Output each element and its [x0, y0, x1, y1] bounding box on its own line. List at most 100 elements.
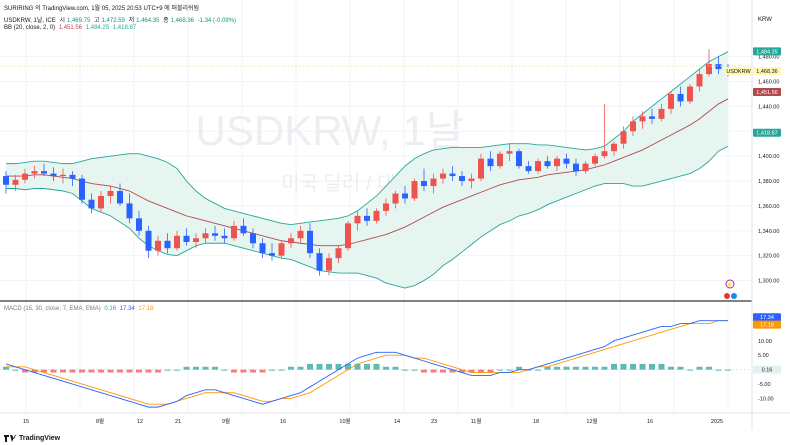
macd-histogram-bar[interactable]	[620, 363, 627, 370]
candle[interactable]	[392, 191, 399, 209]
macd-histogram-bar[interactable]	[259, 369, 266, 373]
candle-body[interactable]	[288, 238, 294, 244]
candle[interactable]	[630, 116, 636, 137]
candle-body[interactable]	[98, 195, 104, 209]
candle[interactable]	[60, 168, 66, 184]
macd-histogram-bar[interactable]	[440, 369, 446, 373]
candle-body[interactable]	[69, 174, 76, 179]
candle-body[interactable]	[620, 131, 627, 144]
macd-histogram-bar[interactable]	[174, 369, 180, 371]
candle-body[interactable]	[563, 158, 570, 164]
candle[interactable]	[145, 225, 152, 259]
candle-body[interactable]	[582, 163, 589, 172]
macd-histogram-bar[interactable]	[430, 369, 437, 373]
candle[interactable]	[269, 243, 275, 261]
candle-body[interactable]	[525, 166, 532, 172]
macd-histogram-bar[interactable]	[117, 369, 123, 373]
candle-body[interactable]	[440, 173, 446, 179]
candle-body[interactable]	[649, 116, 655, 119]
candle-body[interactable]	[240, 225, 247, 234]
macd-histogram-bar[interactable]	[221, 369, 228, 371]
candle-body[interactable]	[544, 161, 551, 167]
macd-histogram-bar[interactable]	[278, 369, 285, 371]
candle-body[interactable]	[421, 181, 427, 187]
macd-histogram-bar[interactable]	[3, 366, 9, 370]
candle-body[interactable]	[193, 238, 199, 242]
candle-body[interactable]	[183, 235, 190, 242]
candle-body[interactable]	[60, 174, 66, 177]
macd-histogram-bar[interactable]	[183, 366, 190, 370]
candle-body[interactable]	[41, 171, 47, 174]
candle[interactable]	[677, 86, 684, 107]
candle[interactable]	[31, 166, 38, 179]
candle[interactable]	[668, 91, 674, 114]
candle-body[interactable]	[231, 225, 237, 239]
candle-body[interactable]	[354, 215, 361, 224]
macd-histogram-bar[interactable]	[12, 369, 19, 371]
macd-histogram-bar[interactable]	[468, 369, 475, 373]
candle[interactable]	[649, 108, 655, 124]
macd-histogram-bar[interactable]	[212, 366, 218, 370]
candle[interactable]	[554, 156, 560, 172]
candle-body[interactable]	[430, 178, 437, 187]
candle-body[interactable]	[155, 240, 161, 251]
candle[interactable]	[250, 228, 256, 249]
candle[interactable]	[440, 168, 446, 184]
candle[interactable]	[155, 235, 161, 256]
macd-histogram-bar[interactable]	[563, 366, 570, 370]
candle[interactable]	[136, 210, 142, 236]
candle[interactable]	[107, 186, 114, 204]
candle-body[interactable]	[487, 158, 494, 167]
macd-histogram-bar[interactable]	[573, 366, 579, 370]
candle-body[interactable]	[126, 203, 133, 219]
candle-body[interactable]	[107, 191, 114, 196]
macd-histogram-bar[interactable]	[725, 369, 731, 371]
macd-histogram-bar[interactable]	[459, 369, 465, 373]
macd-histogram-bar[interactable]	[402, 369, 408, 371]
macd-histogram-bar[interactable]	[535, 369, 541, 371]
candle[interactable]	[402, 186, 408, 204]
candle-body[interactable]	[554, 158, 560, 167]
candle[interactable]	[430, 173, 437, 194]
candle[interactable]	[544, 156, 551, 169]
macd-histogram-bar[interactable]	[41, 369, 47, 373]
candle-body[interactable]	[335, 248, 342, 259]
candle-body[interactable]	[392, 193, 399, 204]
macd-histogram-bar[interactable]	[392, 366, 399, 370]
macd-histogram-bar[interactable]	[582, 366, 589, 370]
candle[interactable]	[373, 208, 380, 224]
candle[interactable]	[50, 167, 57, 182]
macd-histogram-bar[interactable]	[69, 369, 76, 373]
candle[interactable]	[240, 218, 247, 236]
candle-body[interactable]	[326, 258, 332, 271]
candle-body[interactable]	[12, 179, 19, 185]
macd-histogram-bar[interactable]	[715, 369, 722, 371]
candle[interactable]	[202, 228, 209, 244]
candle[interactable]	[354, 210, 361, 231]
macd-histogram-bar[interactable]	[497, 369, 503, 371]
flag-event-icon[interactable]	[724, 293, 730, 299]
macd-histogram-bar[interactable]	[326, 363, 332, 370]
candle[interactable]	[174, 230, 180, 251]
macd-histogram-bar[interactable]	[31, 369, 38, 373]
macd-histogram-bar[interactable]	[554, 366, 560, 370]
candle[interactable]	[601, 103, 608, 159]
candle-body[interactable]	[212, 233, 218, 236]
candle-body[interactable]	[383, 203, 389, 211]
candle[interactable]	[620, 126, 627, 149]
candle[interactable]	[468, 173, 475, 189]
candle[interactable]	[297, 225, 304, 244]
bb-legend[interactable]: BB (20, close, 2, 0) 1,451.56 1,484.25 1…	[4, 25, 138, 31]
candle[interactable]	[364, 208, 370, 226]
candle[interactable]	[22, 168, 28, 184]
macd-histogram-bar[interactable]	[364, 363, 370, 370]
footer-brand[interactable]: TradingView	[4, 435, 60, 442]
candle-body[interactable]	[250, 233, 256, 244]
macd-histogram-bar[interactable]	[601, 366, 608, 370]
macd-histogram-bar[interactable]	[50, 369, 57, 373]
candle-body[interactable]	[687, 86, 693, 102]
macd-histogram-bar[interactable]	[79, 369, 85, 373]
macd-histogram-bar[interactable]	[193, 366, 199, 370]
candle-body[interactable]	[449, 173, 456, 177]
candle[interactable]	[307, 223, 313, 259]
